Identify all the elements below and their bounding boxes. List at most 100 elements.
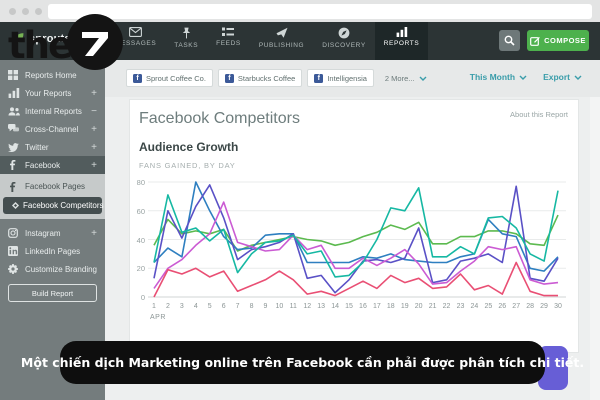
sidebar-item-internal-reports[interactable]: Internal Reports − (0, 102, 105, 120)
sidebar-item-label: Your Reports (25, 88, 72, 98)
expand-icon[interactable]: + (91, 227, 97, 239)
x-tick-label-30: 30 (554, 303, 562, 310)
x-tick-label-27: 27 (512, 303, 521, 310)
expand-icon[interactable]: + (91, 87, 97, 99)
grid-icon (8, 70, 22, 80)
sidebar-item-facebook-pages[interactable]: Facebook Pages (0, 178, 105, 195)
competitor-tab-intelligensia[interactable]: f Intelligensia (307, 69, 374, 87)
compose-button[interactable]: COMPOSE (527, 30, 589, 51)
more-competitors-dropdown[interactable]: 2 More... (385, 74, 427, 83)
x-tick-label-26: 26 (498, 303, 507, 310)
sidebar-item-label: Internal Reports (25, 106, 82, 116)
linkedin-icon (8, 246, 22, 256)
x-axis-month-label: APR (150, 314, 166, 321)
nav-item-tasks[interactable]: TASKS (165, 22, 207, 60)
x-tick-label-11: 11 (289, 303, 297, 310)
facebook-submenu: Facebook Pages Facebook Competitors (0, 174, 105, 219)
about-report-link[interactable]: About this Report (510, 110, 568, 119)
series-teal (153, 187, 559, 278)
sidebar-item-your-reports[interactable]: Your Reports + (0, 84, 105, 102)
y-tick-label-0: 0 (140, 293, 145, 302)
facebook-icon: f (133, 73, 142, 83)
series-indigo (153, 184, 559, 294)
nav-items: MESSAGES TASKS FEEDS PUBLISHING DISCOVERY REP… (106, 22, 429, 60)
y-tick-label-80: 80 (136, 178, 145, 187)
bar-chart-icon (8, 88, 22, 98)
series-magenta (153, 201, 559, 289)
sidebar-item-linkedin-pages[interactable]: LinkedIn Pages (0, 242, 105, 260)
date-range-dropdown[interactable]: This Month (470, 72, 527, 82)
x-tick-label-17: 17 (372, 303, 381, 310)
series-green (153, 214, 559, 252)
x-tick-label-1: 1 (152, 303, 156, 310)
x-tick-label-2: 2 (165, 303, 170, 310)
chart-subtitle: FANS GAINED, BY DAY (139, 161, 236, 170)
nav-item-publishing[interactable]: PUBLISHING (250, 22, 313, 60)
paper-plane-icon (276, 27, 288, 39)
nav-item-label: DISCOVERY (322, 42, 366, 49)
x-tick-label-18: 18 (386, 303, 395, 310)
x-tick-label-28: 28 (526, 303, 535, 310)
twitter-icon (8, 142, 22, 152)
competitor-tab-starbucks-coffee[interactable]: f Starbucks Coffee (217, 69, 303, 87)
window-control-dot[interactable] (22, 8, 29, 15)
sidebar-item-label: Twitter (25, 142, 49, 152)
competitor-tab-label: Starbucks Coffee (237, 73, 296, 83)
nav-item-discovery[interactable]: DISCOVERY (313, 22, 375, 60)
the7-seven-glyph (82, 32, 109, 56)
search-icon (504, 35, 515, 46)
export-label: Export (543, 72, 570, 82)
diamond-icon (11, 201, 20, 210)
expand-icon[interactable]: + (91, 123, 97, 135)
x-tick-label-4: 4 (193, 303, 198, 310)
x-tick-label-6: 6 (221, 303, 226, 310)
sidebar-item-facebook-competitors[interactable]: Facebook Competitors (3, 197, 103, 214)
window-control-dot[interactable] (9, 8, 16, 15)
x-tick-label-7: 7 (235, 303, 240, 310)
facebook-icon (8, 181, 22, 192)
x-tick-label-9: 9 (263, 303, 268, 310)
the7-logo: the (8, 14, 124, 70)
report-title: Facebook Competitors (139, 110, 300, 127)
report-toolbar: f Sprout Coffee Co. f Starbucks Coffee f Inte… (105, 60, 600, 97)
range-controls: This Month Export (470, 72, 582, 82)
nav-item-reports[interactable]: REPORTS (374, 22, 429, 60)
nav-item-label: TASKS (174, 42, 199, 49)
x-tick-label-13: 13 (317, 303, 326, 310)
sidebar-item-cross-channel[interactable]: Cross-Channel + (0, 120, 105, 138)
competitor-tab-sprout-coffee-co-[interactable]: f Sprout Coffee Co. (126, 69, 213, 87)
y-tick-label-60: 60 (136, 206, 145, 216)
sidebar-item-customize-branding[interactable]: Customize Branding (0, 260, 105, 278)
x-tick-label-10: 10 (275, 303, 284, 310)
nav-item-messages[interactable]: MESSAGES (106, 22, 165, 60)
address-bar[interactable] (48, 4, 592, 19)
sidebar-item-label: Customize Branding (24, 264, 97, 274)
the7-logo-circle (67, 14, 124, 70)
x-tick-label-22: 22 (442, 303, 451, 310)
chevron-down-icon (519, 75, 527, 80)
audience-growth-chart (148, 179, 566, 299)
export-dropdown[interactable]: Export (543, 72, 582, 82)
x-tick-label-25: 25 (484, 303, 493, 310)
content-right-margin (590, 60, 600, 400)
expand-icon[interactable]: + (91, 141, 97, 153)
search-button[interactable] (499, 30, 520, 51)
nav-item-label: PUBLISHING (258, 42, 305, 49)
sidebar-item-reports-home[interactable]: Reports Home (0, 66, 105, 84)
window-control-dot[interactable] (35, 8, 42, 15)
sidebar-item-facebook[interactable]: Facebook + (0, 156, 105, 174)
sidebar-item-twitter[interactable]: Twitter + (0, 138, 105, 156)
expand-icon[interactable]: + (91, 159, 97, 171)
nav-item-feeds[interactable]: FEEDS (207, 22, 250, 60)
x-tick-label-8: 8 (249, 303, 254, 310)
build-report-button[interactable]: Build Report (8, 284, 97, 302)
collapse-icon[interactable]: − (91, 105, 97, 117)
browser-title-bar (0, 0, 600, 22)
sidebar-item-instagram[interactable]: Instagram + (0, 224, 105, 242)
competitor-tabs: f Sprout Coffee Co. f Starbucks Coffee f Inte… (126, 69, 427, 87)
nav-item-label: MESSAGES (115, 40, 157, 47)
chart-canvas (148, 181, 566, 298)
x-tick-label-3: 3 (179, 303, 184, 310)
nav-item-label: REPORTS (383, 40, 420, 47)
